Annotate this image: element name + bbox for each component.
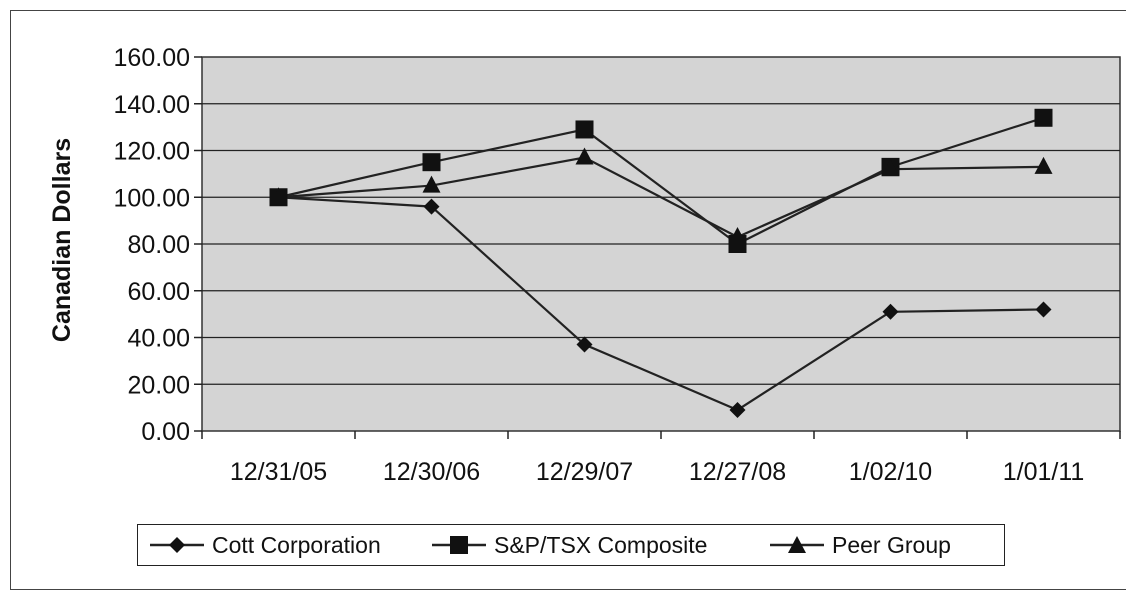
legend-item-cott: Cott Corporation — [148, 525, 381, 565]
y-tick-label: 0.00 — [141, 418, 190, 446]
legend-label-peer: Peer Group — [832, 532, 951, 559]
legend-label-cott: Cott Corporation — [212, 532, 381, 559]
y-axis-title: Canadian Dollars — [48, 138, 76, 342]
y-tick-label: 140.00 — [114, 91, 190, 119]
x-tick-label: 12/29/07 — [536, 458, 633, 486]
data-point — [576, 120, 594, 138]
y-tick-label: 40.00 — [127, 325, 190, 353]
legend-item-peer: Peer Group — [768, 525, 951, 565]
y-tick-label: 20.00 — [127, 371, 190, 399]
y-tick-label: 120.00 — [114, 138, 190, 166]
x-tick-label: 1/02/10 — [849, 458, 932, 486]
x-tick-label: 12/31/05 — [230, 458, 327, 486]
y-tick-label: 100.00 — [114, 184, 190, 212]
y-axis: 0.00 20.00 40.00 60.00 80.00 100.00 120.00 140.… — [114, 44, 202, 446]
data-point — [1035, 109, 1053, 127]
y-tick-label: 160.00 — [114, 44, 190, 72]
triangle-marker-icon — [768, 525, 826, 565]
legend: Cott Corporation S&P/TSX Composite Peer … — [137, 524, 1005, 566]
legend-label-sptsx: S&P/TSX Composite — [494, 532, 707, 559]
y-tick-label: 80.00 — [127, 231, 190, 259]
square-marker-icon — [430, 525, 488, 565]
x-axis: 12/31/05 12/30/06 12/29/07 12/27/08 1/02/10 1… — [202, 431, 1120, 486]
line-chart: 0.00 20.00 40.00 60.00 80.00 100.00 120.00 140.… — [0, 0, 1126, 520]
x-tick-label: 1/01/11 — [1003, 458, 1085, 486]
data-point — [423, 153, 441, 171]
legend-item-sptsx: S&P/TSX Composite — [430, 525, 707, 565]
diamond-marker-icon — [148, 525, 206, 565]
x-tick-label: 12/27/08 — [689, 458, 786, 486]
x-tick-label: 12/30/06 — [383, 458, 480, 486]
y-tick-label: 60.00 — [127, 278, 190, 306]
